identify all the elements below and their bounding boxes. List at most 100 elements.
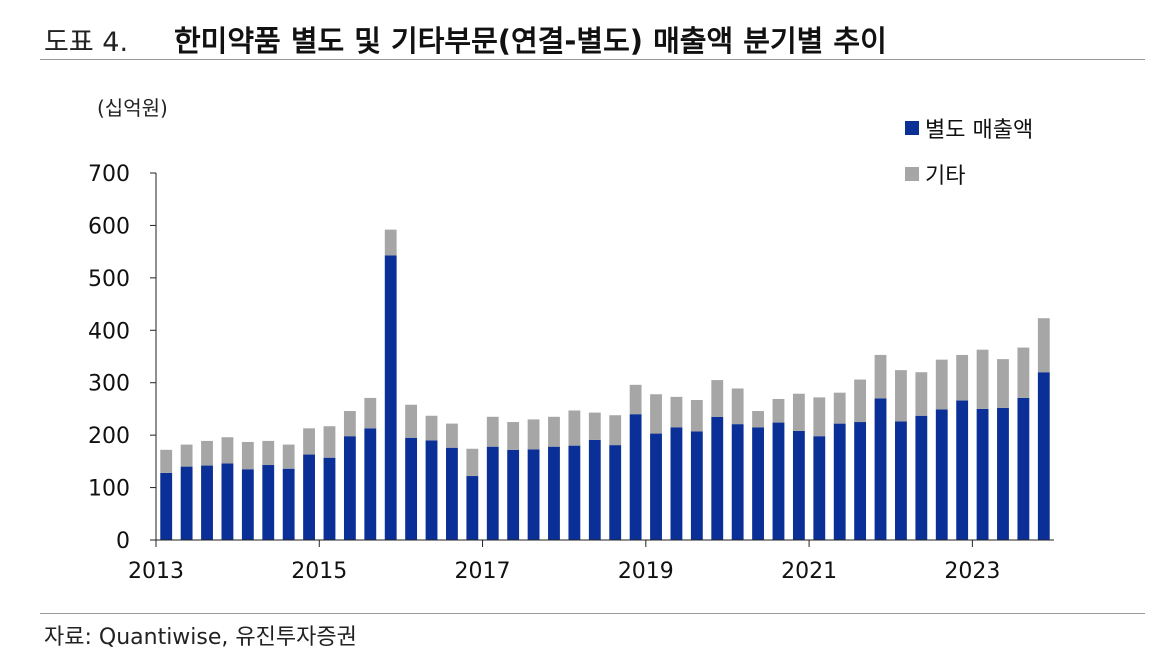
- bar-other-1Q17: [486, 416, 499, 447]
- bar-standalone-3Q20: [772, 422, 785, 540]
- bar-other-4Q20: [792, 393, 805, 431]
- bar-standalone-4Q16: [466, 476, 479, 540]
- legend-label-standalone: 별도 매출액: [925, 118, 1034, 143]
- bar-other-2Q20: [752, 411, 764, 428]
- bar-other-3Q20: [772, 398, 785, 423]
- bar-standalone-3Q18: [609, 445, 622, 540]
- bar-other-1Q21: [813, 397, 826, 437]
- bar-other-4Q22: [956, 354, 969, 401]
- bar-standalone-4Q20: [792, 430, 805, 540]
- source-note: 자료: Quantiwise, 유진투자증권: [44, 625, 357, 650]
- bars: [160, 229, 1050, 540]
- bar-other-1Q22: [895, 370, 907, 422]
- bar-other-2Q16: [425, 415, 438, 441]
- bar-standalone-1Q22: [895, 421, 907, 540]
- bar-other-3Q23: [1017, 347, 1030, 398]
- bar-standalone-1Q23: [976, 408, 989, 540]
- bar-other-3Q18: [609, 415, 622, 446]
- x-tick-label: 2023: [944, 559, 1000, 584]
- bottom-divider: [40, 613, 1145, 614]
- legend-item-other: 기타: [905, 162, 1033, 189]
- bar-other-2Q22: [915, 372, 928, 416]
- bar-other-2Q17: [507, 422, 520, 450]
- y-tick-label: 200: [88, 424, 130, 449]
- bar-other-1Q15: [323, 426, 336, 458]
- y-tick-label: 700: [88, 162, 130, 187]
- bar-other-2Q14: [262, 440, 275, 466]
- bar-other-2Q19: [670, 396, 683, 428]
- bar-standalone-3Q23: [1017, 397, 1030, 540]
- bar-standalone-3Q17: [527, 449, 540, 540]
- bar-standalone-1Q17: [486, 446, 499, 540]
- bar-standalone-4Q21: [874, 398, 887, 540]
- bar-standalone-2Q19: [670, 427, 683, 540]
- x-tick-label: 2019: [618, 559, 674, 584]
- bar-standalone-4Q19: [711, 416, 724, 540]
- bar-other-1Q13: [160, 449, 173, 473]
- x-tick-label: 2013: [128, 559, 184, 584]
- bar-standalone-2Q23: [997, 407, 1009, 540]
- bar-other-1Q23: [976, 349, 989, 409]
- bar-standalone-2Q15: [343, 436, 356, 540]
- bar-other-3Q19: [690, 400, 703, 432]
- y-tick-label: 100: [88, 477, 130, 502]
- bar-other-1Q20: [731, 388, 744, 425]
- bar-other-1Q19: [650, 394, 662, 434]
- bar-standalone-4Q17: [548, 446, 560, 540]
- bar-standalone-3Q13: [201, 465, 213, 540]
- x-tick-label: 2015: [291, 559, 347, 584]
- bar-standalone-3Q22: [935, 409, 948, 540]
- y-tick-label: 400: [88, 319, 130, 344]
- bar-other-3Q21: [854, 379, 867, 423]
- bar-other-2Q15: [343, 411, 356, 437]
- bar-other-4Q23: [1037, 318, 1050, 373]
- legend-label-other: 기타: [925, 164, 966, 189]
- bar-standalone-3Q15: [364, 428, 377, 540]
- bar-other-3Q13: [201, 440, 213, 466]
- bar-standalone-1Q14: [241, 469, 254, 540]
- bar-other-2Q13: [180, 444, 193, 467]
- bar-other-3Q16: [446, 423, 458, 448]
- y-tick-label: 300: [88, 372, 130, 397]
- x-tick-label: 2021: [781, 559, 837, 584]
- y-tick-label: 500: [88, 267, 130, 292]
- bar-standalone-4Q18: [629, 414, 642, 540]
- bar-other-3Q22: [935, 359, 948, 410]
- bar-standalone-2Q18: [588, 439, 601, 540]
- y-axis: 0 100 200 300 400 500 600 700: [88, 162, 157, 554]
- bar-standalone-3Q21: [854, 422, 867, 540]
- legend-swatch-standalone: [905, 121, 919, 135]
- legend-swatch-other: [905, 167, 919, 181]
- bar-standalone-4Q15: [384, 255, 397, 540]
- bar-other-2Q23: [997, 359, 1009, 408]
- y-tick-label: 600: [88, 214, 130, 239]
- bar-other-2Q18: [588, 412, 601, 440]
- bar-other-2Q21: [833, 392, 846, 424]
- bar-standalone-2Q13: [180, 466, 193, 540]
- bar-standalone-1Q18: [568, 445, 581, 540]
- bar-other-1Q14: [241, 441, 254, 470]
- bar-standalone-1Q21: [813, 436, 826, 540]
- bar-standalone-1Q19: [650, 433, 662, 540]
- bar-standalone-3Q16: [446, 447, 458, 540]
- legend-item-standalone: 별도 매출액: [905, 116, 1033, 143]
- bar-standalone-2Q20: [752, 427, 764, 540]
- x-tick-label: 2017: [455, 559, 511, 584]
- bar-standalone-4Q23: [1037, 372, 1050, 540]
- bar-other-1Q18: [568, 410, 581, 446]
- bar-other-3Q15: [364, 397, 377, 429]
- unit-label: (십억원): [97, 96, 168, 120]
- bar-standalone-2Q21: [833, 423, 846, 540]
- bar-other-4Q13: [221, 437, 234, 464]
- bar-standalone-2Q17: [507, 449, 520, 540]
- bar-standalone-1Q13: [160, 472, 173, 540]
- title-row: 도표 4. 한미약품 별도 및 기타부문(연결-별도) 매출액 분기별 추이: [44, 14, 1144, 58]
- bar-standalone-4Q14: [303, 454, 315, 540]
- bar-other-3Q17: [527, 419, 540, 450]
- bar-standalone-3Q14: [282, 468, 295, 540]
- bar-other-4Q18: [629, 384, 642, 415]
- bar-other-1Q16: [405, 404, 418, 438]
- bar-standalone-2Q16: [425, 440, 438, 540]
- bar-standalone-4Q13: [221, 463, 234, 540]
